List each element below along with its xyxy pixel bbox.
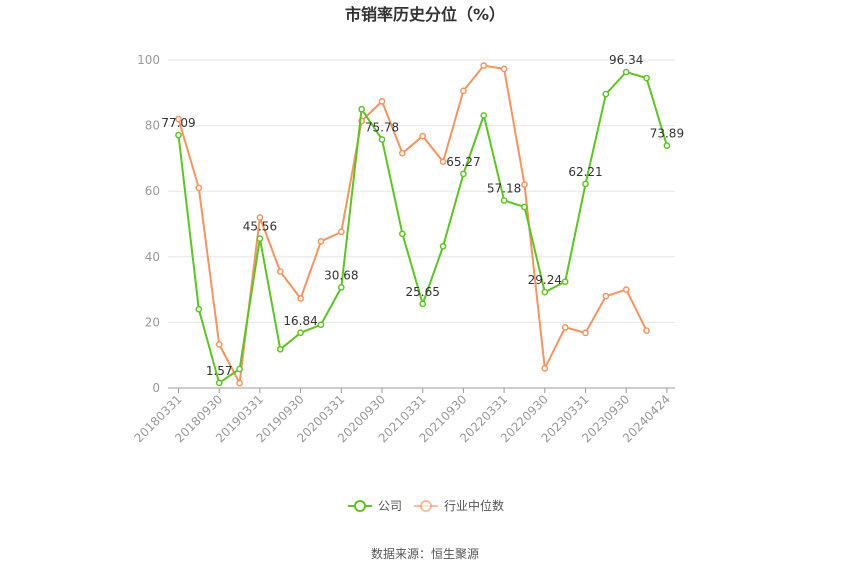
data-label-company: 77.09 — [161, 116, 195, 130]
data-point-company[interactable] — [358, 105, 365, 113]
data-point-company[interactable] — [582, 180, 589, 188]
data-point-industry-median[interactable] — [317, 238, 325, 245]
data-label-company: 57.18 — [487, 181, 521, 195]
legend-item-company[interactable]: 公司 — [348, 499, 402, 513]
legend-industry-marker — [420, 500, 432, 512]
series-layer — [175, 62, 671, 387]
data-point-company[interactable] — [622, 68, 630, 76]
data-point-industry-median[interactable] — [236, 379, 243, 387]
data-label-company: 45.56 — [243, 220, 277, 234]
data-point-company[interactable] — [460, 170, 467, 178]
data-point-company[interactable] — [541, 288, 549, 296]
source-text: 数据来源：恒生聚源 — [371, 546, 479, 561]
data-label-company: 65.27 — [446, 155, 480, 169]
data-point-company[interactable] — [378, 136, 386, 143]
data-point-company[interactable] — [195, 305, 203, 313]
y-tick-label: 100 — [137, 53, 160, 67]
data-point-industry-median[interactable] — [419, 132, 427, 140]
data-point-company[interactable] — [236, 365, 243, 373]
data-label-company: 30.68 — [324, 268, 358, 282]
data-label-company: 29.24 — [528, 273, 562, 287]
chart-title: 市销率历史分位（%） — [345, 5, 505, 24]
legend-company-label: 公司 — [378, 499, 402, 513]
data-point-industry-median[interactable] — [582, 329, 589, 337]
y-tick-label: 40 — [145, 250, 160, 264]
data-point-industry-median[interactable] — [439, 158, 447, 166]
data-point-industry-median[interactable] — [337, 228, 345, 236]
data-point-company[interactable] — [297, 329, 304, 337]
data-point-industry-median[interactable] — [602, 292, 610, 300]
data-label-company: 75.78 — [365, 120, 399, 134]
data-point-industry-median[interactable] — [480, 62, 488, 69]
data-point-company[interactable] — [500, 197, 508, 204]
data-label-company: 1.57 — [206, 364, 233, 378]
data-label-company: 25.65 — [406, 285, 440, 299]
data-point-company[interactable] — [276, 345, 284, 353]
y-tick-label: 60 — [145, 184, 160, 198]
y-tick-label: 80 — [145, 119, 160, 133]
data-label-company: 16.84 — [283, 314, 317, 328]
axis-layer: 0204060801002018033120180930201903312019… — [132, 53, 675, 445]
legend-item-industry-median[interactable]: 行业中位数 — [414, 498, 504, 513]
data-point-industry-median[interactable] — [297, 295, 304, 302]
data-point-company[interactable] — [256, 235, 264, 242]
data-point-company[interactable] — [439, 242, 447, 250]
data-label-company: 62.21 — [568, 165, 602, 179]
data-point-company[interactable] — [521, 203, 528, 211]
data-point-company[interactable] — [561, 278, 569, 286]
data-point-industry-median[interactable] — [622, 286, 630, 293]
data-point-industry-median[interactable] — [643, 327, 650, 334]
data-point-company[interactable] — [399, 230, 406, 238]
data-point-company[interactable] — [337, 284, 345, 291]
data-point-industry-median[interactable] — [378, 97, 386, 105]
data-point-company[interactable] — [317, 321, 325, 329]
grid-layer — [168, 59, 675, 323]
legend-company-marker — [354, 500, 366, 512]
data-point-industry-median[interactable] — [521, 181, 528, 188]
data-point-industry-median[interactable] — [541, 364, 549, 372]
data-point-industry-median[interactable] — [399, 149, 406, 157]
data-point-industry-median[interactable] — [256, 214, 264, 221]
series-line-industry-median — [177, 64, 648, 387]
data-point-company[interactable] — [643, 74, 650, 82]
data-label-company: 73.89 — [650, 127, 684, 141]
data-point-company[interactable] — [480, 112, 488, 119]
data-point-industry-median[interactable] — [460, 87, 467, 95]
data-point-industry-median[interactable] — [195, 184, 203, 192]
data-point-industry-median[interactable] — [175, 115, 182, 123]
data-point-company[interactable] — [419, 300, 427, 308]
data-point-industry-median[interactable] — [500, 65, 508, 73]
data-point-company[interactable] — [175, 131, 182, 139]
data-point-company[interactable] — [602, 90, 610, 98]
data-point-industry-median[interactable] — [215, 341, 223, 348]
y-tick-label: 20 — [145, 315, 160, 329]
legend: 公司 行业中位数 — [348, 498, 504, 513]
legend-industry-label: 行业中位数 — [444, 498, 504, 513]
data-label-company: 96.34 — [609, 53, 643, 67]
data-point-company[interactable] — [663, 142, 671, 149]
data-point-industry-median[interactable] — [561, 323, 569, 331]
data-point-industry-median[interactable] — [276, 268, 284, 275]
data-point-company[interactable] — [215, 379, 223, 387]
label-layer: 77.09 1.57 45.56 16.84 30.68 75.78 25.65 65.27 5… — [161, 53, 684, 378]
y-tick-label: 0 — [152, 381, 160, 395]
